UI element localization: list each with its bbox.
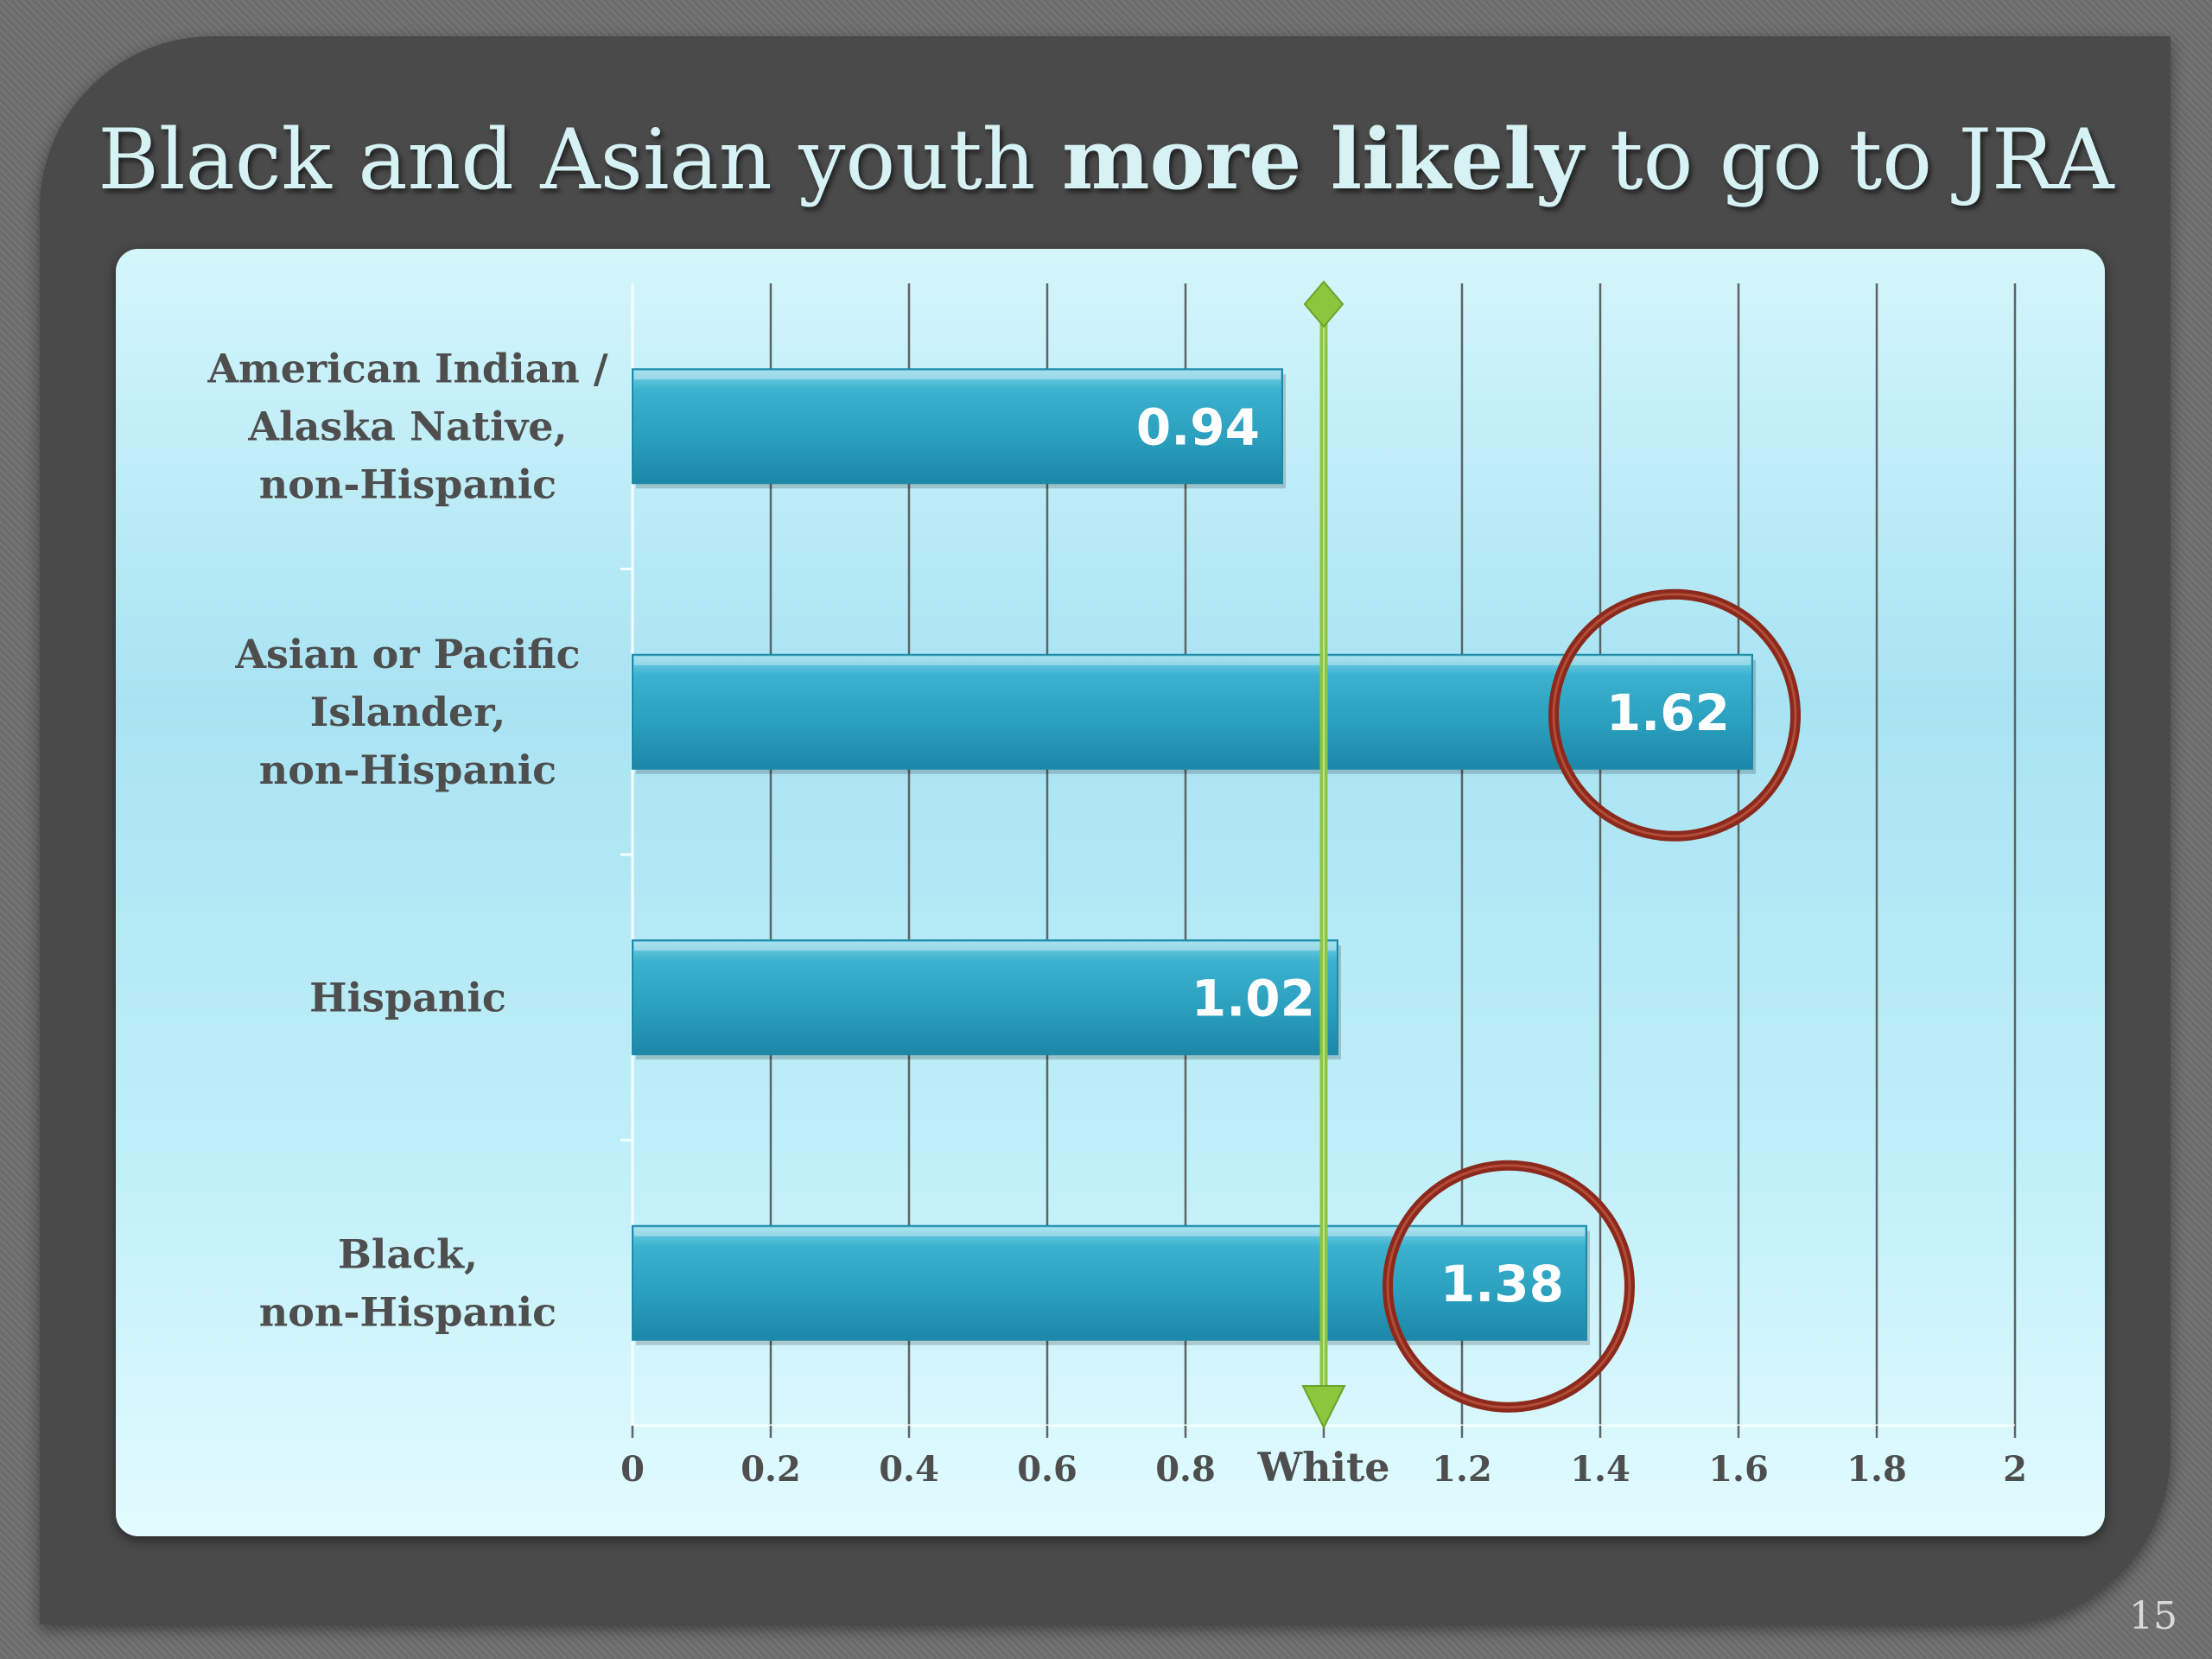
category-label: American Indian / <box>207 345 607 391</box>
x-tick-label: 0.8 <box>1155 1449 1216 1490</box>
bar-highlight <box>634 1227 1585 1236</box>
x-tick-label-reference: White <box>1256 1444 1389 1491</box>
highlight-circle <box>1548 588 1801 842</box>
bar <box>632 1224 1587 1341</box>
category-label: Hispanic <box>309 974 506 1020</box>
category-label: non-Hispanic <box>259 1288 556 1335</box>
bar-value-label: 1.62 <box>1606 683 1730 742</box>
bar-highlight <box>634 942 1336 951</box>
title-post: to go to JRA <box>1583 111 2114 208</box>
x-tick-label: 1.8 <box>1847 1449 1907 1490</box>
highlight-circles <box>1382 588 1801 1413</box>
category-label: Black, <box>338 1230 478 1277</box>
slide-number: 15 <box>2129 1594 2177 1638</box>
bar-value-label: 0.94 <box>1136 397 1260 456</box>
category-label: Alaska Native, <box>247 403 567 449</box>
x-tick-label: 1.6 <box>1708 1449 1769 1490</box>
chart-panel: 0.94 1.62 1.02 1.38 American Indian / Alaska … <box>116 249 2105 1536</box>
x-tick-label: 0.4 <box>879 1449 939 1490</box>
x-tick-label: 0.2 <box>741 1449 801 1490</box>
bars <box>632 368 1756 1345</box>
x-tick-label: 2 <box>2003 1449 2027 1490</box>
reference-line-top-marker <box>1303 280 1344 328</box>
reference-line-bottom-arrow <box>1301 1385 1346 1430</box>
highlight-circle-shine <box>1386 1164 1631 1409</box>
category-label: non-Hispanic <box>259 461 556 507</box>
x-tick-label: 0 <box>620 1449 645 1490</box>
category-label: Asian or Pacific <box>234 631 580 677</box>
bar-value-label: 1.02 <box>1192 969 1315 1027</box>
bar-highlight <box>634 371 1281 380</box>
bar <box>632 939 1338 1056</box>
slide-title: Black and Asian youth more likely to go … <box>0 111 2212 208</box>
highlight-circle <box>1382 1160 1635 1413</box>
category-label: non-Hispanic <box>259 747 556 793</box>
bar <box>632 368 1283 485</box>
category-label: Islander, <box>310 689 505 735</box>
title-pre: Black and Asian youth <box>98 111 1062 208</box>
bar-value-label: 1.38 <box>1440 1255 1564 1313</box>
x-tick-label: 0.6 <box>1017 1449 1077 1490</box>
highlight-circle-shine <box>1552 593 1797 838</box>
bar-highlight <box>634 656 1751 665</box>
title-emphasis: more likely <box>1062 111 1584 208</box>
x-tick-label: 1.2 <box>1432 1449 1492 1490</box>
reference-line-group <box>1301 280 1346 1430</box>
bar <box>632 653 1753 770</box>
x-tick-label: 1.4 <box>1570 1449 1630 1490</box>
